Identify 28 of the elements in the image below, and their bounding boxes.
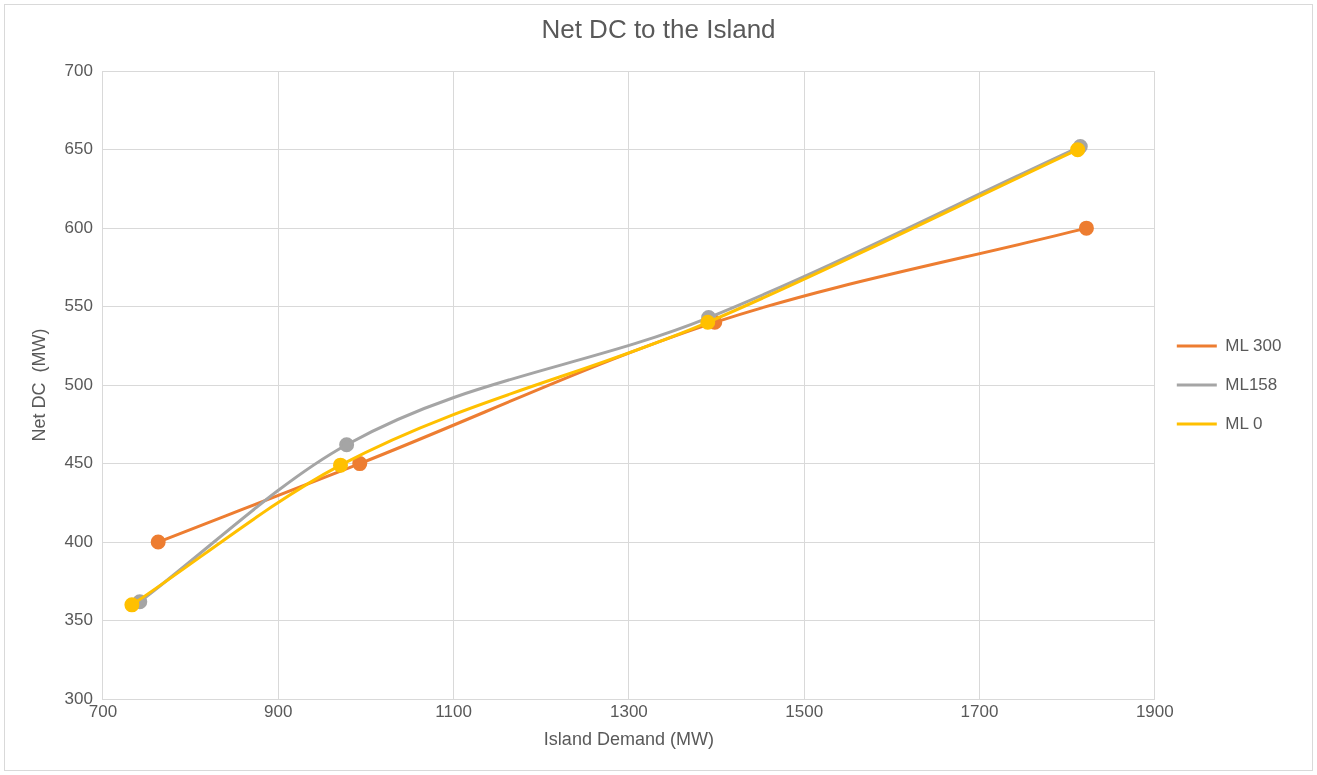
point	[352, 456, 368, 472]
y-axis-title: Net DC (MW)	[28, 328, 49, 442]
x-tick-label: 1500	[785, 701, 824, 721]
point	[339, 437, 355, 453]
y-tick-label: 500	[64, 374, 93, 394]
x-tick-label: 1700	[960, 701, 999, 721]
x-tick-label: 900	[264, 701, 293, 721]
x-tick-label: 1300	[609, 701, 648, 721]
chart-title: Net DC to the Island	[541, 13, 776, 44]
point	[1078, 220, 1094, 236]
point	[333, 457, 348, 473]
y-tick-label: 300	[64, 688, 93, 708]
legend-label: ML158	[1225, 374, 1278, 394]
point	[124, 597, 140, 613]
y-tick-label: 550	[64, 296, 93, 316]
x-tick-label: 1900	[1135, 701, 1174, 721]
x-tick-label: 1100	[435, 701, 472, 721]
y-tick-label: 400	[64, 531, 93, 551]
y-tick-label: 350	[64, 610, 93, 630]
legend-label: ML 300	[1225, 335, 1282, 355]
y-tick-label: 650	[64, 139, 93, 159]
x-axis-title: Island Demand (MW)	[543, 729, 714, 750]
point	[150, 534, 166, 550]
point	[700, 314, 716, 330]
y-tick-label: 700	[64, 60, 93, 80]
legend-label: ML 0	[1225, 413, 1263, 433]
y-tick-label: 450	[64, 453, 93, 473]
y-tick-label: 600	[64, 217, 93, 237]
